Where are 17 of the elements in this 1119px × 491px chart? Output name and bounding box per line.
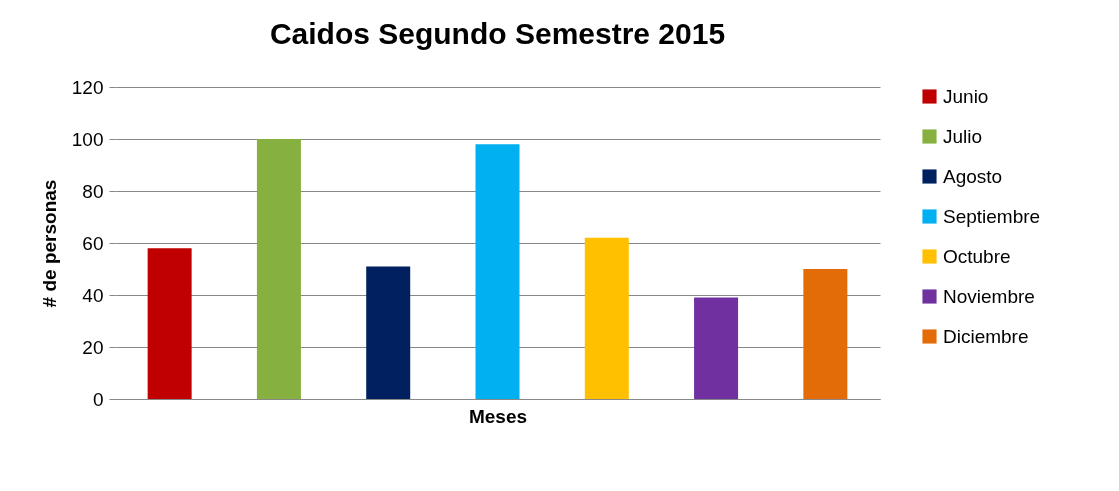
legend-label: Julio xyxy=(943,125,983,147)
y-tick-label: 100 xyxy=(71,128,104,150)
y-tick-label: 120 xyxy=(71,76,104,98)
y-tick-label: 0 xyxy=(92,388,104,410)
legend-label: Octubre xyxy=(943,245,1011,267)
legend-label: Septiembre xyxy=(943,205,1041,227)
y-tick-label: 40 xyxy=(82,284,104,306)
y-axis-title: # de personas xyxy=(38,179,60,308)
y-tick-label: 60 xyxy=(82,232,104,254)
y-tick-label: 20 xyxy=(82,336,104,358)
chart-title: Caidos Segundo Semestre 2015 xyxy=(269,17,726,50)
legend-label: Diciembre xyxy=(943,325,1029,347)
legend-label: Agosto xyxy=(943,165,1003,187)
legend-label: Noviembre xyxy=(943,285,1035,307)
x-axis-title: Meses xyxy=(468,405,528,427)
y-tick-label: 80 xyxy=(82,180,104,202)
legend-label: Junio xyxy=(943,85,989,107)
